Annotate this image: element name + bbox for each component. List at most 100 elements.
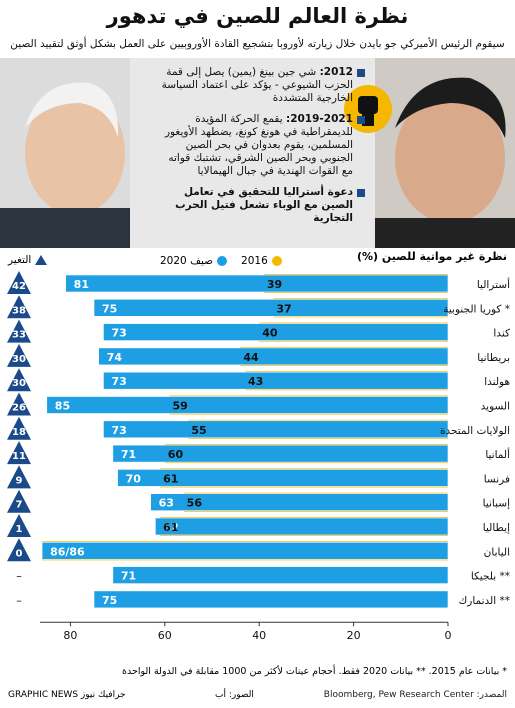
bar-2020 [93, 298, 449, 317]
bar-2020 [93, 590, 449, 609]
xi-photo [375, 58, 515, 248]
bar-2020 [112, 444, 449, 463]
value-label-2020: 81 [74, 278, 89, 291]
change-value: 30 [12, 378, 26, 389]
country-label: الولايات المتحدة [440, 425, 510, 437]
chart-legend: 2016 صيف 2020 [160, 255, 282, 267]
value-label-2016: 56 [187, 497, 203, 510]
change-marker [7, 368, 31, 392]
biden-photo [0, 58, 130, 248]
x-tick-label: 80 [63, 629, 77, 642]
value-label-2020: 86/86 [50, 545, 85, 558]
value-label-2020: 85 [55, 400, 70, 413]
country-label: أستراليا [477, 277, 510, 291]
value-label-2020: 62 [163, 521, 178, 534]
value-label-2016: 61 [163, 472, 178, 485]
events-list: 2012: شي جين بينغ (يمين) يصل إلى قمة الح… [155, 66, 365, 233]
value-label-2016: 55 [191, 424, 206, 437]
country-label: هولندا [484, 376, 510, 388]
value-label-2016: 37 [276, 302, 291, 315]
value-label-2016: 40 [262, 327, 278, 340]
x-tick-label: 20 [347, 629, 361, 642]
bar-2020 [46, 396, 449, 414]
change-marker [7, 538, 31, 562]
value-label-2020: 75 [102, 594, 117, 607]
bar-2020 [103, 420, 449, 439]
footer-notes: * بيانات عام 2015. ** بيانات 2020 فقط. أ… [122, 666, 507, 677]
country-label: كوريا الجنوبية * [443, 303, 510, 315]
chart: أستراليا 81 39 42 كوريا الجنوبية * 75 37 38 كندا… [7, 271, 510, 642]
country-label: بلجيكا ** [471, 571, 510, 583]
country-label: الدنمارك ** [459, 595, 510, 607]
change-value: 1 [16, 524, 23, 535]
change-marker [7, 392, 31, 416]
country-label: ألمانيا [485, 447, 510, 461]
change-value: 9 [16, 475, 23, 486]
change-marker [7, 416, 31, 440]
legend-2016: 2016 [241, 255, 282, 267]
value-label-2020: 75 [102, 302, 117, 315]
change-marker [7, 441, 31, 465]
x-tick-label: 40 [252, 629, 266, 642]
country-label: إيطاليا [483, 522, 510, 534]
value-label-2020: 70 [126, 472, 142, 485]
change-value: 33 [12, 330, 26, 341]
change-value: 30 [12, 354, 26, 365]
country-label: بريطانيا [477, 352, 510, 364]
bar-2020 [98, 347, 449, 366]
chart-subhead: نظرة غير مواتية للصين (%) [356, 250, 507, 263]
footer-photo: الصور: أب [215, 690, 254, 700]
value-label-2016: 61 [163, 521, 178, 534]
value-label-2020: 71 [121, 448, 136, 461]
fist-icon [344, 85, 392, 133]
value-label-2016: 43 [248, 375, 263, 388]
event-item: 2019-2021: يقمع الحركة المؤيدة للديمقراط… [155, 113, 365, 178]
change-value: – [16, 594, 22, 607]
change-value: 18 [12, 427, 26, 438]
x-tick-label: 60 [158, 629, 172, 642]
legend-2020: صيف 2020 [160, 255, 228, 267]
change-marker [7, 271, 31, 294]
change-marker [7, 319, 31, 343]
bar-2020 [103, 323, 449, 341]
value-label-2016: 44 [243, 351, 259, 364]
change-value: 11 [12, 451, 26, 462]
value-label-2020: 73 [111, 327, 126, 340]
page-title: نظرة العالم للصين في تدهور [106, 4, 409, 28]
change-value: 0 [16, 548, 23, 559]
change-value: 42 [12, 281, 26, 292]
change-value: 26 [12, 403, 26, 414]
x-tick-label: 0 [445, 629, 452, 642]
bar-2020 [103, 371, 449, 390]
value-label-2016: 39 [267, 278, 282, 291]
event-item: 2012: شي جين بينغ (يمين) يصل إلى قمة الح… [155, 66, 365, 105]
value-label-2020: 74 [107, 351, 123, 364]
bar-2020 [112, 566, 449, 584]
footer-brand: GRAPHIC NEWS جرافيك نيوز [8, 690, 126, 700]
value-label-2020: 63 [159, 497, 174, 510]
value-label-2016: 60 [168, 448, 184, 461]
country-label: فرنسا [484, 473, 510, 485]
change-value: 7 [16, 500, 23, 511]
change-marker [7, 514, 31, 537]
change-marker [7, 343, 31, 367]
bar-2020 [150, 493, 449, 511]
bar-2020 [117, 469, 449, 487]
bar-2020 [41, 541, 449, 560]
change-marker [7, 295, 31, 319]
country-label: إسبانيا [483, 498, 510, 510]
country-label: كندا [493, 328, 510, 340]
change-marker [7, 465, 31, 489]
country-label: السويد [481, 401, 510, 413]
change-marker [7, 489, 31, 513]
page-subtitle: سيقوم الرئيس الأميركي جو بايدن خلال زيار… [10, 38, 505, 50]
bar-2020 [155, 517, 449, 536]
bar-2020 [65, 274, 449, 293]
footer-source: المصدر: Bloomberg, Pew Research Center [323, 690, 507, 700]
value-label-2016: 59 [173, 400, 188, 413]
value-label-2020: 71 [121, 570, 136, 583]
change-header: التغير [8, 254, 48, 266]
change-value: – [16, 570, 22, 583]
value-label-2020: 73 [111, 375, 126, 388]
country-label: اليابان [484, 546, 510, 558]
